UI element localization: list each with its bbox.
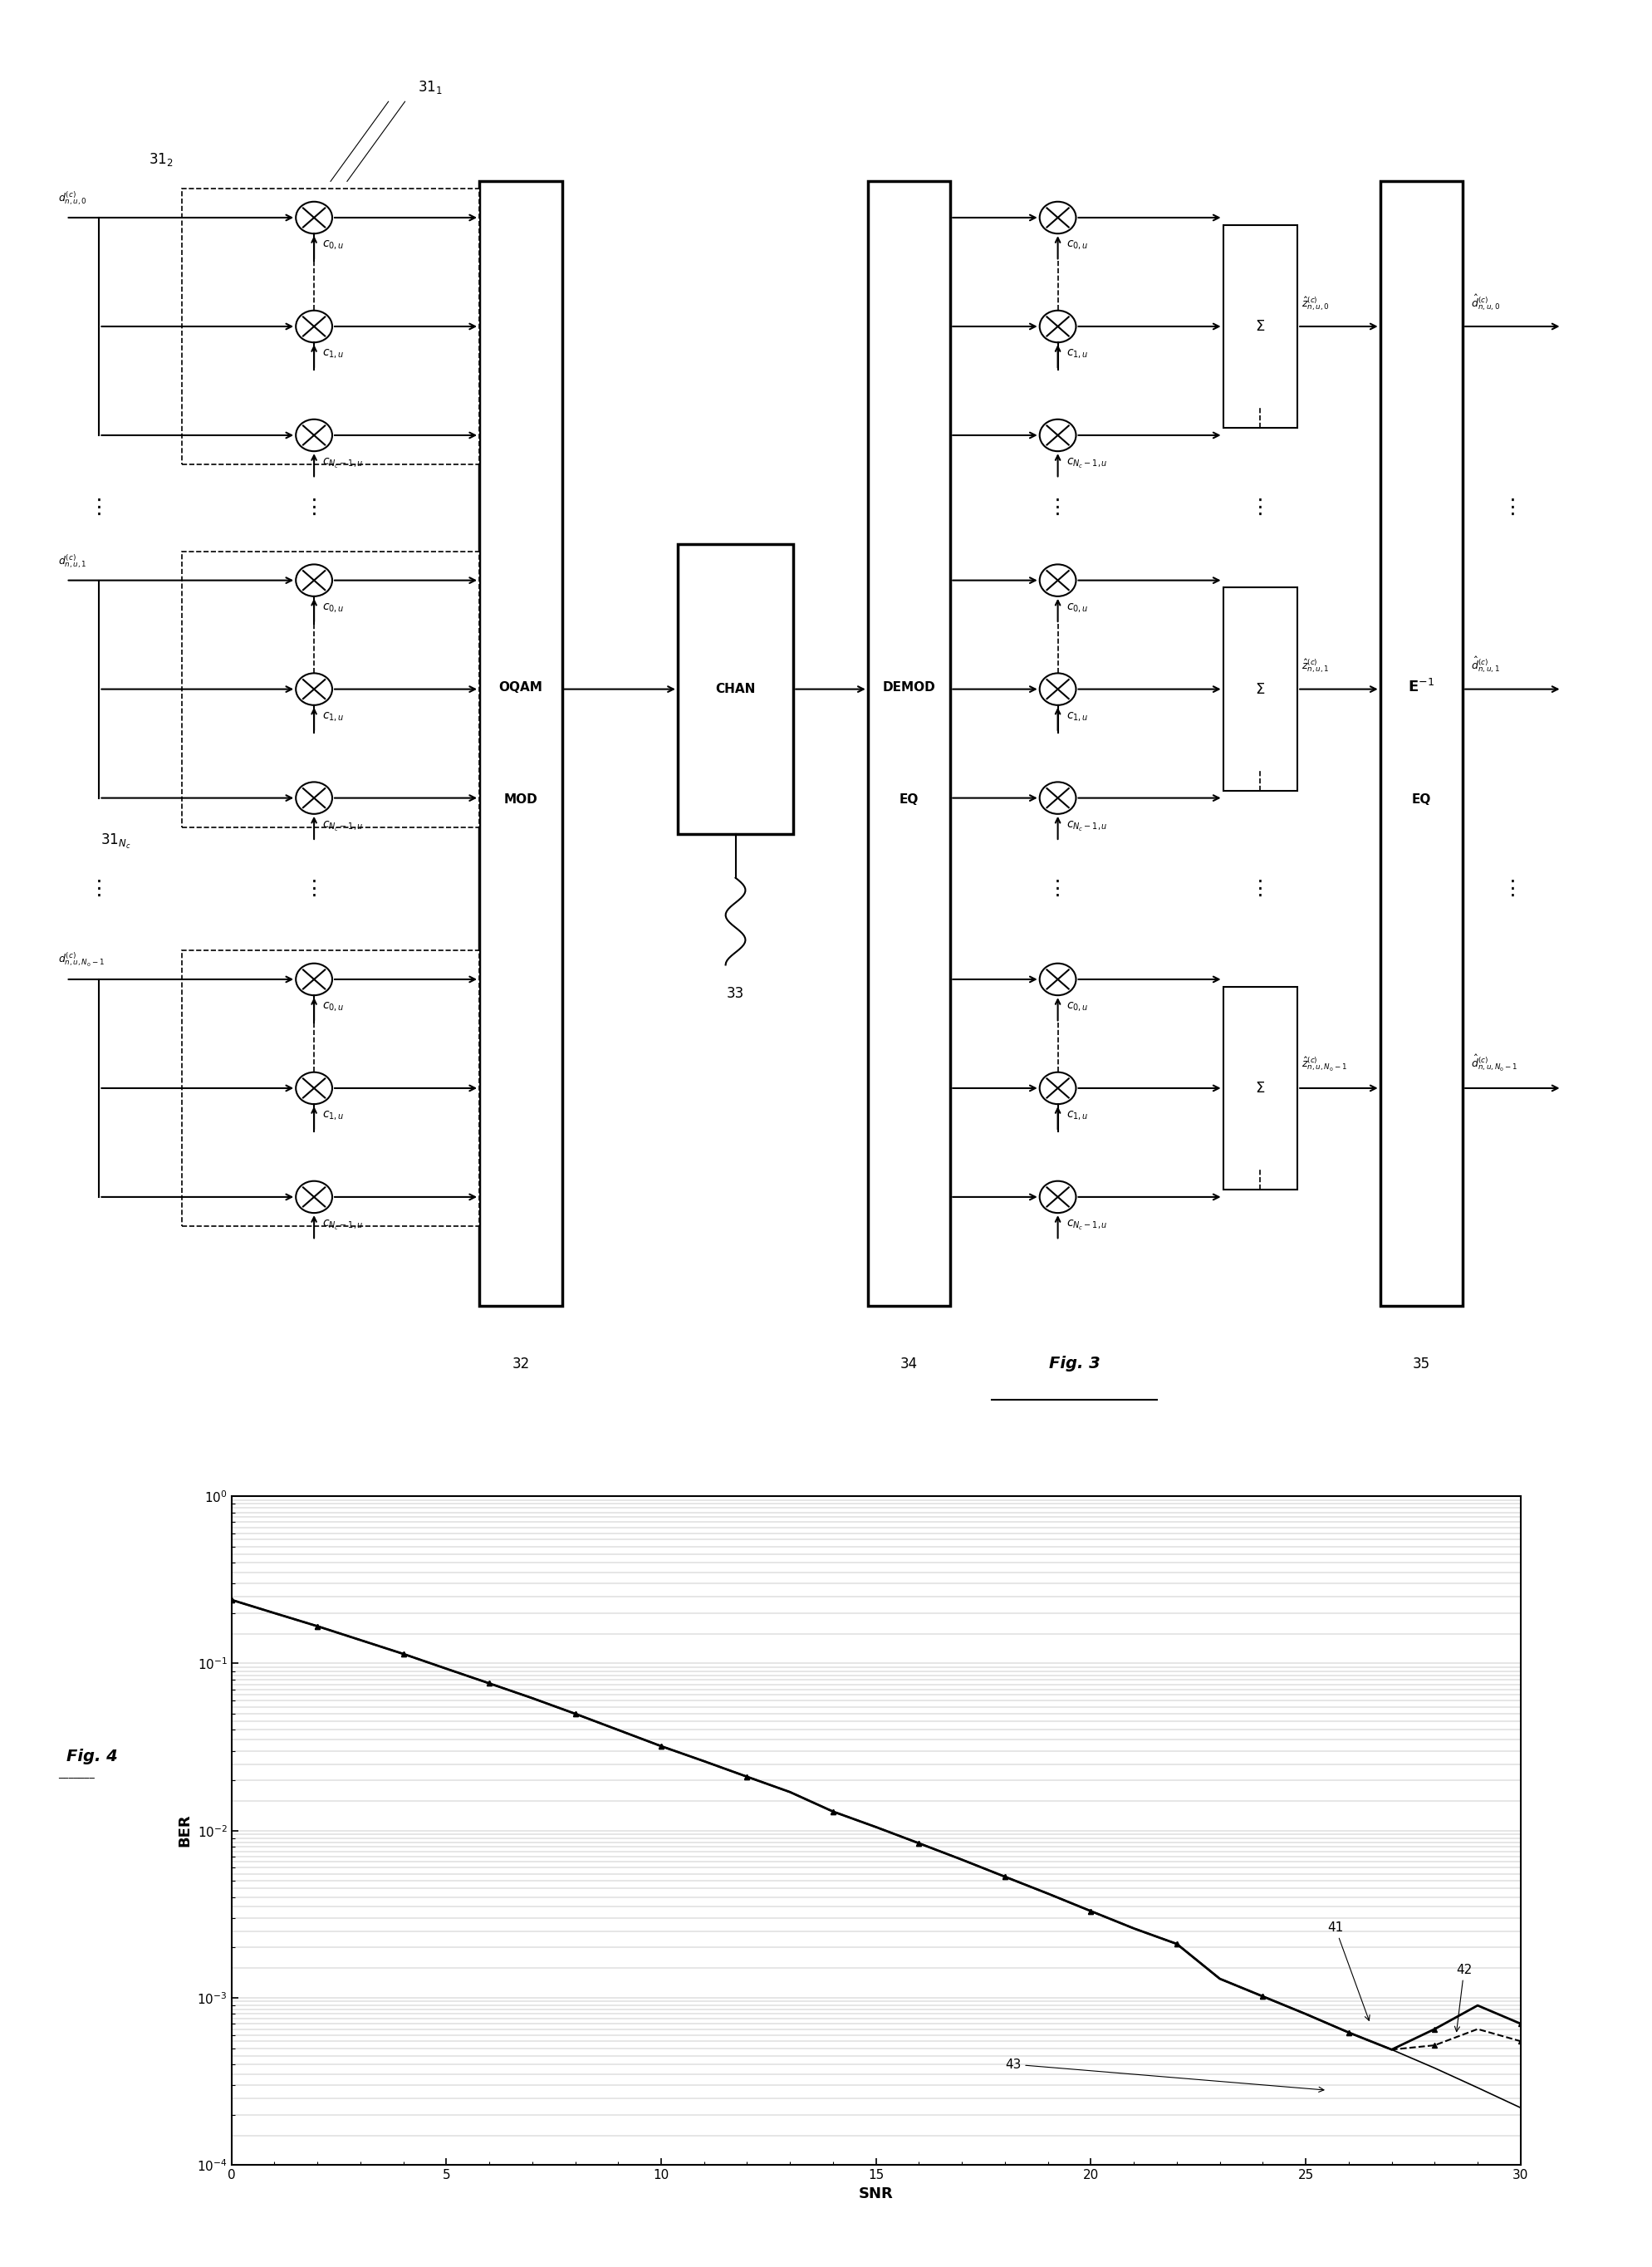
Circle shape bbox=[1039, 1072, 1075, 1104]
Text: $c_{N_c-1,u}$: $c_{N_c-1,u}$ bbox=[322, 821, 363, 832]
Text: $31_2$: $31_2$ bbox=[149, 152, 173, 168]
Text: ⋮: ⋮ bbox=[1249, 880, 1270, 898]
Text: DEMOD: DEMOD bbox=[882, 680, 935, 694]
Text: $c_{0,u}$: $c_{0,u}$ bbox=[1066, 240, 1087, 252]
Text: $c_{0,u}$: $c_{0,u}$ bbox=[1066, 1002, 1087, 1013]
Bar bbox=[677, 544, 793, 834]
Text: $\hat{z}_{n,u,0}^{(c)}$: $\hat{z}_{n,u,0}^{(c)}$ bbox=[1302, 295, 1328, 313]
Y-axis label: BER: BER bbox=[177, 1814, 192, 1848]
Text: ⋮: ⋮ bbox=[304, 499, 324, 517]
Text: Fig. 4: Fig. 4 bbox=[66, 1750, 117, 1764]
Text: 43: 43 bbox=[1004, 2058, 1323, 2092]
Circle shape bbox=[296, 673, 332, 705]
X-axis label: SNR: SNR bbox=[859, 2185, 892, 2201]
Circle shape bbox=[296, 963, 332, 995]
Text: 33: 33 bbox=[727, 986, 743, 1002]
Circle shape bbox=[296, 1072, 332, 1104]
Circle shape bbox=[1039, 963, 1075, 995]
Text: $c_{1,u}$: $c_{1,u}$ bbox=[322, 349, 344, 360]
Text: $c_{1,u}$: $c_{1,u}$ bbox=[322, 1111, 344, 1122]
Text: $d_{n,u,1}^{(c)}$: $d_{n,u,1}^{(c)}$ bbox=[58, 553, 86, 569]
Bar bbox=[182, 950, 479, 1226]
Text: $c_{N_c-1,u}$: $c_{N_c-1,u}$ bbox=[1066, 1220, 1107, 1231]
Text: $c_{N_c-1,u}$: $c_{N_c-1,u}$ bbox=[1066, 458, 1107, 469]
Text: $c_{0,u}$: $c_{0,u}$ bbox=[322, 240, 344, 252]
Text: ⋮: ⋮ bbox=[1502, 499, 1521, 517]
Text: 35: 35 bbox=[1412, 1356, 1429, 1372]
Bar bbox=[182, 551, 479, 827]
Circle shape bbox=[1039, 202, 1075, 234]
Circle shape bbox=[296, 419, 332, 451]
Circle shape bbox=[1039, 782, 1075, 814]
Circle shape bbox=[1039, 311, 1075, 342]
Circle shape bbox=[296, 311, 332, 342]
Text: ⋮: ⋮ bbox=[1047, 499, 1067, 517]
Bar bbox=[1222, 224, 1297, 428]
Text: ⋮: ⋮ bbox=[1502, 880, 1521, 898]
Text: 42: 42 bbox=[1454, 1963, 1472, 2031]
Text: MOD: MOD bbox=[504, 793, 537, 807]
Text: $31_1$: $31_1$ bbox=[418, 79, 441, 95]
Text: $c_{1,u}$: $c_{1,u}$ bbox=[1066, 349, 1087, 360]
Text: ⋮: ⋮ bbox=[89, 499, 109, 517]
Text: $\hat{d}_{n,u,N_0-1}^{(c)}$: $\hat{d}_{n,u,N_0-1}^{(c)}$ bbox=[1470, 1054, 1517, 1075]
Text: $c_{1,u}$: $c_{1,u}$ bbox=[1066, 712, 1087, 723]
Text: $c_{0,u}$: $c_{0,u}$ bbox=[322, 1002, 344, 1013]
Text: 32: 32 bbox=[512, 1356, 529, 1372]
Text: ⋮: ⋮ bbox=[89, 880, 109, 898]
Text: $d_{n,u,0}^{(c)}$: $d_{n,u,0}^{(c)}$ bbox=[58, 190, 88, 206]
Text: $d_{n,u,N_0-1}^{(c)}$: $d_{n,u,N_0-1}^{(c)}$ bbox=[58, 950, 104, 968]
Circle shape bbox=[296, 782, 332, 814]
Circle shape bbox=[296, 1181, 332, 1213]
Bar bbox=[1379, 181, 1462, 1306]
Text: ⋮: ⋮ bbox=[304, 880, 324, 898]
Text: EQ: EQ bbox=[899, 793, 919, 807]
Text: EQ: EQ bbox=[1411, 793, 1431, 807]
Text: $\hat{d}_{n,u,0}^{(c)}$: $\hat{d}_{n,u,0}^{(c)}$ bbox=[1470, 292, 1500, 313]
Text: 41: 41 bbox=[1327, 1922, 1370, 2020]
Bar bbox=[1222, 986, 1297, 1190]
Circle shape bbox=[1039, 673, 1075, 705]
Bar bbox=[182, 188, 479, 465]
Text: $\Sigma$: $\Sigma$ bbox=[1254, 1081, 1265, 1095]
Circle shape bbox=[1039, 1181, 1075, 1213]
Text: $c_{N_c-1,u}$: $c_{N_c-1,u}$ bbox=[322, 1220, 363, 1231]
Text: $31_{N_c}$: $31_{N_c}$ bbox=[101, 832, 131, 850]
Text: 34: 34 bbox=[900, 1356, 917, 1372]
Bar bbox=[867, 181, 950, 1306]
Text: Fig. 3: Fig. 3 bbox=[1047, 1356, 1100, 1372]
Text: $c_{0,u}$: $c_{0,u}$ bbox=[1066, 603, 1087, 614]
Text: $c_{1,u}$: $c_{1,u}$ bbox=[1066, 1111, 1087, 1122]
Circle shape bbox=[1039, 419, 1075, 451]
Text: $c_{N_c-1,u}$: $c_{N_c-1,u}$ bbox=[1066, 821, 1107, 832]
Bar bbox=[479, 181, 562, 1306]
Text: E$^{-1}$: E$^{-1}$ bbox=[1408, 680, 1434, 696]
Text: ⋮: ⋮ bbox=[1249, 499, 1270, 517]
Text: OQAM: OQAM bbox=[499, 680, 542, 694]
Text: $c_{N_c-1,u}$: $c_{N_c-1,u}$ bbox=[322, 458, 363, 469]
Text: CHAN: CHAN bbox=[715, 682, 755, 696]
Text: ⋮: ⋮ bbox=[1047, 880, 1067, 898]
Text: _______: _______ bbox=[58, 1768, 94, 1777]
Text: $\Sigma$: $\Sigma$ bbox=[1254, 320, 1265, 333]
Circle shape bbox=[1039, 564, 1075, 596]
Circle shape bbox=[296, 564, 332, 596]
Circle shape bbox=[296, 202, 332, 234]
Text: $\Sigma$: $\Sigma$ bbox=[1254, 682, 1265, 696]
Text: $c_{1,u}$: $c_{1,u}$ bbox=[322, 712, 344, 723]
Text: $\hat{z}_{n,u,N_0-1}^{(c)}$: $\hat{z}_{n,u,N_0-1}^{(c)}$ bbox=[1302, 1056, 1346, 1075]
Text: $c_{0,u}$: $c_{0,u}$ bbox=[322, 603, 344, 614]
Text: $\hat{d}_{n,u,1}^{(c)}$: $\hat{d}_{n,u,1}^{(c)}$ bbox=[1470, 655, 1500, 676]
Bar bbox=[1222, 587, 1297, 791]
Text: $\hat{z}_{n,u,1}^{(c)}$: $\hat{z}_{n,u,1}^{(c)}$ bbox=[1302, 657, 1328, 676]
